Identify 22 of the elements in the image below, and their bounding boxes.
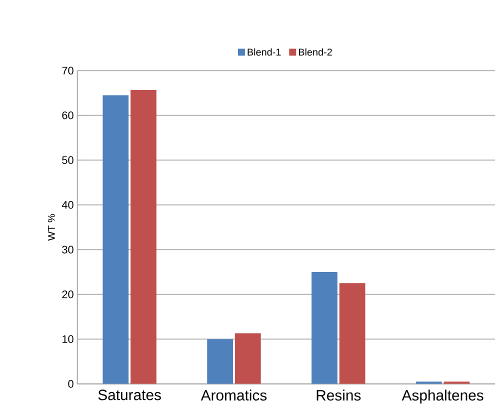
y-tick-label: 50 bbox=[62, 156, 74, 164]
y-tick-label: 40 bbox=[62, 201, 74, 209]
y-tick-label: 30 bbox=[62, 246, 74, 254]
x-tick-label: Aromatics bbox=[200, 390, 267, 401]
y-axis-title: WT % bbox=[48, 214, 55, 241]
y-tick-label: 0 bbox=[68, 380, 74, 388]
bar bbox=[207, 339, 233, 384]
bar bbox=[102, 95, 129, 384]
bar bbox=[339, 283, 366, 384]
y-tick-label: 60 bbox=[62, 112, 74, 120]
x-tick-label: Asphaltenes bbox=[402, 390, 484, 404]
legend-label: Blend-1 bbox=[248, 48, 281, 56]
legend-label: Blend-2 bbox=[298, 48, 332, 56]
y-tick-label: 70 bbox=[62, 66, 74, 75]
bar bbox=[312, 272, 338, 384]
y-tick-label: 20 bbox=[62, 290, 74, 298]
bar bbox=[234, 333, 261, 384]
x-tick-label: Saturates bbox=[98, 390, 161, 400]
y-tick-label: 10 bbox=[62, 335, 74, 344]
bar bbox=[416, 382, 442, 384]
x-tick-label: Resins bbox=[316, 390, 361, 401]
bar bbox=[130, 90, 156, 384]
